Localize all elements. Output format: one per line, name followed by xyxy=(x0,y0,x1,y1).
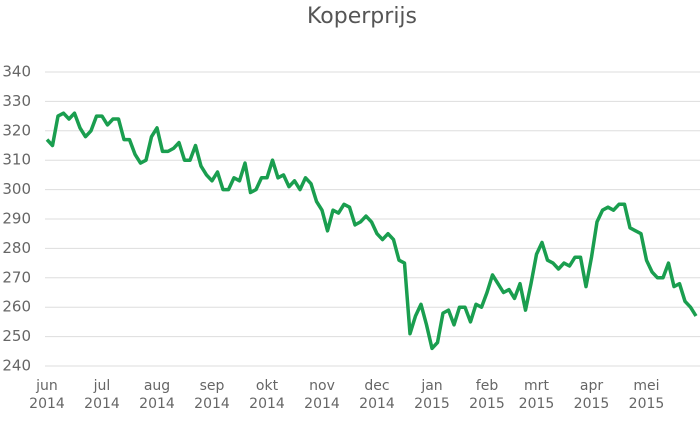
x-tick-label: mei 2015 xyxy=(628,378,665,412)
x-tick-label: jan 2015 xyxy=(414,378,450,412)
y-tick-label: 240 xyxy=(2,357,31,375)
y-tick-label: 330 xyxy=(2,92,31,110)
x-tick-label: dec 2014 xyxy=(359,378,395,412)
y-tick-label: 290 xyxy=(2,210,31,228)
chart-title: Koperprijs xyxy=(307,4,417,29)
x-tick-label: jul 2014 xyxy=(84,378,120,412)
y-tick-label: 260 xyxy=(2,298,31,316)
x-tick-label: okt 2014 xyxy=(249,378,285,412)
y-tick-label: 340 xyxy=(2,63,31,81)
y-tick-label: 270 xyxy=(2,268,31,286)
x-tick-label: sep 2014 xyxy=(194,378,230,412)
x-tick-label: feb 2015 xyxy=(469,378,505,412)
y-tick-label: 310 xyxy=(2,151,31,169)
x-tick-label: aug 2014 xyxy=(139,378,175,412)
y-tick-label: 280 xyxy=(2,239,31,257)
x-tick-label: nov 2014 xyxy=(304,378,340,412)
x-tick-label: apr 2015 xyxy=(573,378,610,412)
y-tick-label: 300 xyxy=(2,180,31,198)
price-line xyxy=(45,111,698,351)
y-tick-label: 250 xyxy=(2,327,31,345)
y-tick-label: 320 xyxy=(2,121,31,139)
x-tick-label: mrt 2015 xyxy=(518,378,555,412)
x-tick-label: jun 2014 xyxy=(29,378,65,412)
